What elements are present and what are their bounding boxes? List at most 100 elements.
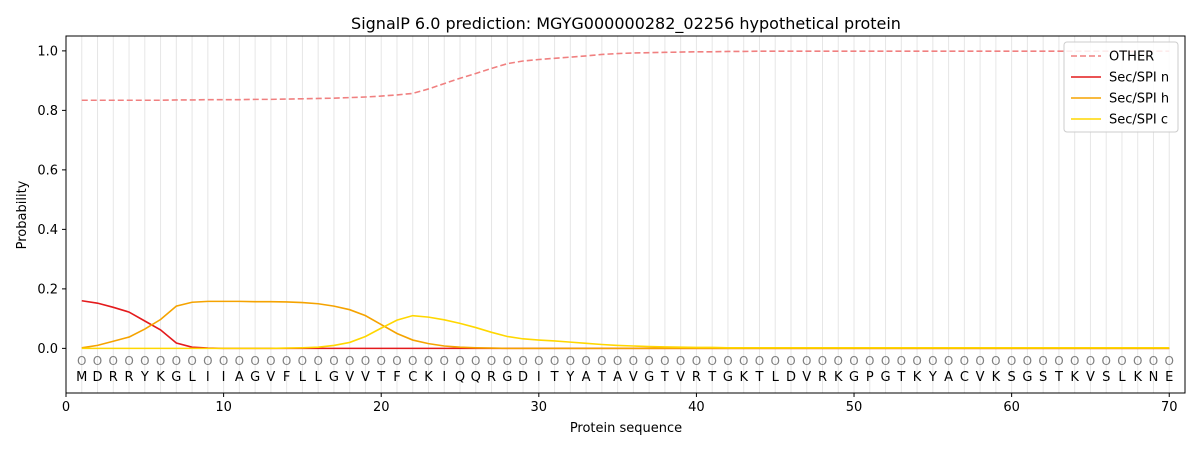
grid-lines xyxy=(81,36,1170,393)
residue-label: G xyxy=(250,370,260,385)
y-tick-label: 0.6 xyxy=(37,163,58,178)
y-tick-label: 0.0 xyxy=(37,342,58,357)
chart-title: SignalP 6.0 prediction: MGYG000000282_02… xyxy=(351,14,901,34)
residue-label: Q xyxy=(455,370,465,385)
region-label: O xyxy=(786,354,795,368)
region-label: O xyxy=(235,354,244,368)
legend-label: Sec/SPI n xyxy=(1109,71,1169,86)
residue-label: E xyxy=(1165,370,1173,385)
residue-label: R xyxy=(109,370,118,385)
plot-frame xyxy=(65,35,1186,394)
region-label: O xyxy=(613,354,622,368)
region-label: O xyxy=(156,354,165,368)
region-label: O xyxy=(1007,354,1016,368)
x-axis-ticks: 0 10 20 30 40 50 60 70 xyxy=(62,393,1178,415)
region-label: O xyxy=(471,354,480,368)
region-label: O xyxy=(392,354,401,368)
residue-label: K xyxy=(913,370,922,385)
residue-label: C xyxy=(960,370,969,385)
region-label: O xyxy=(487,354,496,368)
legend-label: OTHER xyxy=(1109,50,1154,65)
residue-label: A xyxy=(582,370,591,385)
residue-label: N xyxy=(1149,370,1159,385)
residue-label: T xyxy=(707,370,716,385)
x-tick-label: 30 xyxy=(531,400,548,415)
region-label: O xyxy=(361,354,370,368)
region-label: O xyxy=(707,354,716,368)
residue-label: T xyxy=(660,370,669,385)
region-label: O xyxy=(975,354,984,368)
region-label: O xyxy=(928,354,937,368)
residue-label: S xyxy=(1039,370,1047,385)
region-label: O xyxy=(1086,354,1095,368)
residue-label: V xyxy=(629,370,638,385)
residue-label: V xyxy=(676,370,685,385)
residue-label: I xyxy=(537,370,541,385)
region-label: O xyxy=(1070,354,1079,368)
region-label: O xyxy=(329,354,338,368)
residue-label: K xyxy=(1070,370,1079,385)
region-label: O xyxy=(692,354,701,368)
region-label: O xyxy=(124,354,133,368)
region-label: O xyxy=(865,354,874,368)
region-label: O xyxy=(440,354,449,368)
residue-label: T xyxy=(1054,370,1063,385)
residue-label: G xyxy=(329,370,339,385)
legend-label: Sec/SPI c xyxy=(1109,113,1168,128)
residue-label: K xyxy=(834,370,843,385)
region-label: O xyxy=(298,354,307,368)
x-tick-label: 0 xyxy=(62,400,70,415)
residue-label: R xyxy=(692,370,701,385)
residue-label: G xyxy=(881,370,891,385)
residue-label: A xyxy=(944,370,953,385)
region-label: O xyxy=(676,354,685,368)
region-label: O xyxy=(881,354,890,368)
region-label: O xyxy=(187,354,196,368)
residue-label: S xyxy=(1008,370,1016,385)
y-tick-label: 0.4 xyxy=(37,223,58,238)
residue-label: V xyxy=(345,370,354,385)
region-label: O xyxy=(912,354,921,368)
region-label: O xyxy=(503,354,512,368)
residue-label: M xyxy=(76,370,87,385)
region-label: O xyxy=(581,354,590,368)
residue-label: I xyxy=(222,370,226,385)
region-label: O xyxy=(77,354,86,368)
region-label: O xyxy=(109,354,118,368)
region-label: O xyxy=(834,354,843,368)
residue-label: V xyxy=(266,370,275,385)
residue-label: K xyxy=(739,370,748,385)
residue-label: G xyxy=(644,370,654,385)
region-label: O xyxy=(897,354,906,368)
residue-label: G xyxy=(1022,370,1032,385)
region-label: O xyxy=(991,354,1000,368)
residue-label: K xyxy=(1133,370,1142,385)
region-label: O xyxy=(250,354,259,368)
region-label: O xyxy=(1149,354,1158,368)
region-label: O xyxy=(424,354,433,368)
x-tick-label: 40 xyxy=(688,400,705,415)
region-label: O xyxy=(660,354,669,368)
residue-label: Q xyxy=(471,370,481,385)
region-label: O xyxy=(944,354,953,368)
x-tick-label: 70 xyxy=(1161,400,1178,415)
region-label: O xyxy=(534,354,543,368)
region-label: O xyxy=(376,354,385,368)
residue-label: V xyxy=(976,370,985,385)
region-label: O xyxy=(455,354,464,368)
region-label: O xyxy=(818,354,827,368)
region-label: O xyxy=(550,354,559,368)
residue-label: K xyxy=(156,370,165,385)
region-label: O xyxy=(1038,354,1047,368)
y-axis-label: Probability xyxy=(15,180,30,249)
legend-box xyxy=(1063,41,1179,133)
residue-label: I xyxy=(206,370,210,385)
region-label: O xyxy=(408,354,417,368)
residue-label: D xyxy=(786,370,796,385)
series-line xyxy=(81,300,1170,350)
residue-label: L xyxy=(1118,370,1126,385)
residue-label: D xyxy=(518,370,528,385)
region-label: O xyxy=(266,354,275,368)
residue-label: R xyxy=(487,370,496,385)
residue-label: Y xyxy=(565,370,574,385)
